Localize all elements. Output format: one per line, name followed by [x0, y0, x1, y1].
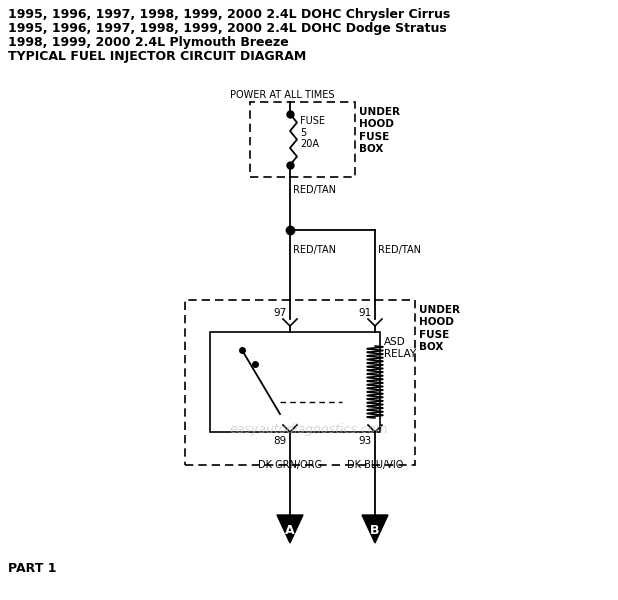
Text: A: A: [285, 524, 295, 537]
Text: DK GRN/ORG: DK GRN/ORG: [258, 460, 322, 470]
Text: 1998, 1999, 2000 2.4L Plymouth Breeze: 1998, 1999, 2000 2.4L Plymouth Breeze: [8, 36, 289, 49]
Polygon shape: [362, 515, 388, 543]
Bar: [250, 102, 355, 177]
Text: POWER AT ALL TIMES: POWER AT ALL TIMES: [230, 90, 334, 100]
Polygon shape: [277, 515, 303, 543]
Text: 93: 93: [359, 436, 372, 446]
Text: ASD
RELAY: ASD RELAY: [384, 337, 417, 359]
Text: 97: 97: [274, 308, 287, 318]
Text: easyautodiagnostics.com: easyautodiagnostics.com: [230, 424, 388, 437]
Text: 1995, 1996, 1997, 1998, 1999, 2000 2.4L DOHC Chrysler Cirrus: 1995, 1996, 1997, 1998, 1999, 2000 2.4L …: [8, 8, 451, 21]
Text: RED/TAN: RED/TAN: [378, 245, 421, 255]
Text: RED/TAN: RED/TAN: [293, 245, 336, 255]
Bar: [210, 332, 380, 432]
Text: UNDER
HOOD
FUSE
BOX: UNDER HOOD FUSE BOX: [419, 305, 460, 352]
Text: RED/TAN: RED/TAN: [293, 185, 336, 195]
Text: 89: 89: [274, 436, 287, 446]
Text: 91: 91: [359, 308, 372, 318]
Text: PART 1: PART 1: [8, 562, 56, 575]
Text: UNDER
HOOD
FUSE
BOX: UNDER HOOD FUSE BOX: [359, 107, 400, 154]
Text: 1995, 1996, 1997, 1998, 1999, 2000 2.4L DOHC Dodge Stratus: 1995, 1996, 1997, 1998, 1999, 2000 2.4L …: [8, 22, 447, 35]
Text: DK BLU/VIO: DK BLU/VIO: [347, 460, 403, 470]
Text: B: B: [370, 524, 379, 537]
Text: FUSE
5
20A: FUSE 5 20A: [300, 116, 325, 149]
Bar: [185, 300, 415, 465]
Text: TYPICAL FUEL INJECTOR CIRCUIT DIAGRAM: TYPICAL FUEL INJECTOR CIRCUIT DIAGRAM: [8, 50, 307, 63]
